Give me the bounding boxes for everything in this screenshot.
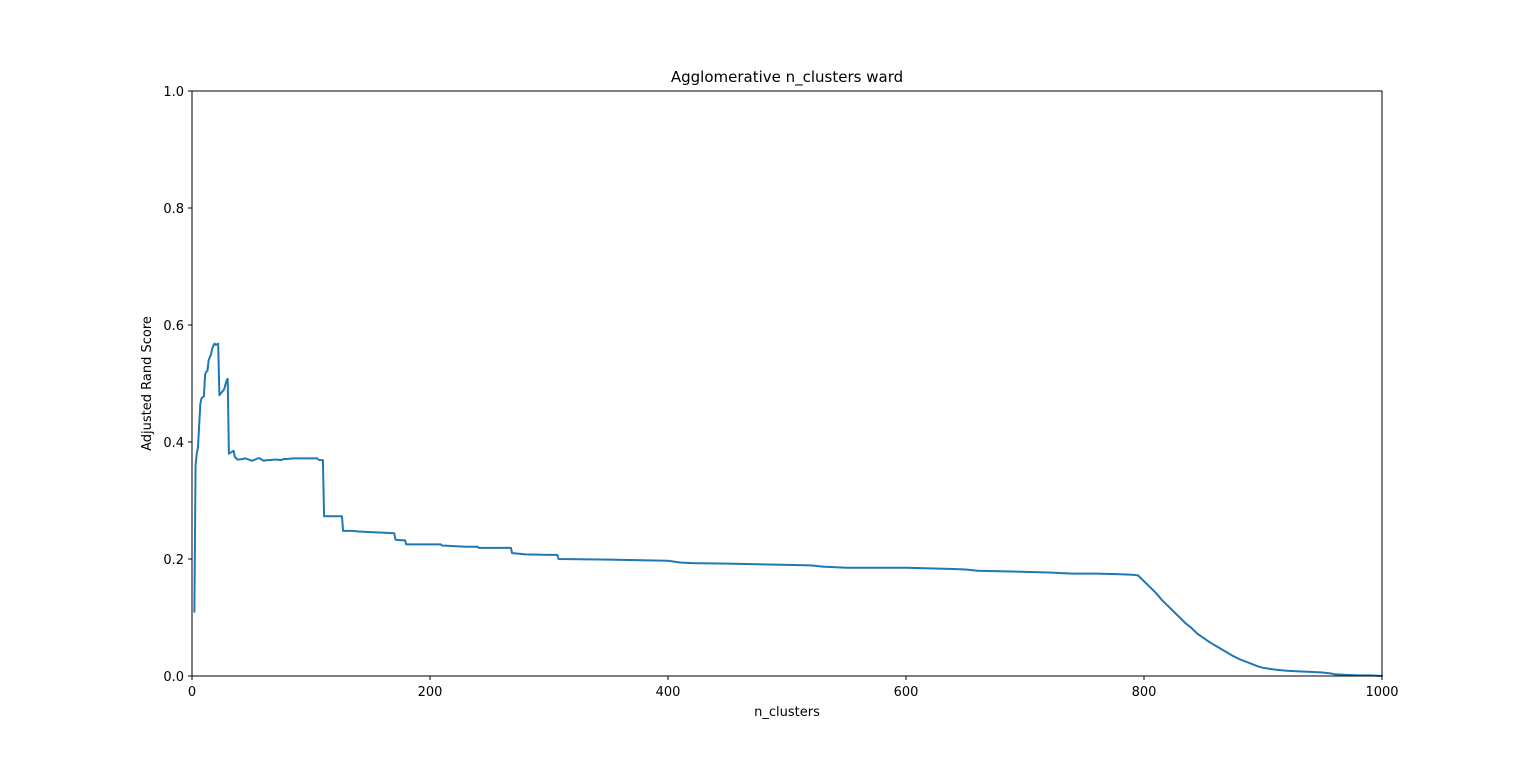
x-axis-label: n_clusters [754,705,820,720]
y-tick-label: 1.0 [163,85,184,100]
series-line [193,342,1384,678]
x-tick-label: 600 [894,685,919,700]
x-tick-label: 1000 [1365,685,1398,700]
x-tick-label: 200 [418,685,443,700]
y-tick-label: 0.8 [163,202,184,217]
x-tick-label: 800 [1132,685,1157,700]
y-axis-label: Adjusted Rand Score [140,316,155,451]
y-tick-label: 0.6 [163,319,184,334]
axis-ticks: 0 200 400 600 800 1000 0.0 0.2 0.4 0.6 0.8 1.0 [163,85,1398,700]
x-tick-label: 0 [188,685,196,700]
plot-frame [191,90,1383,677]
chart-title: Agglomerative n_clusters ward [671,68,903,87]
y-tick-label: 0.4 [163,436,184,451]
y-tick-label: 0.0 [163,670,184,685]
y-tick-label: 0.2 [163,553,184,568]
x-tick-label: 400 [656,685,681,700]
